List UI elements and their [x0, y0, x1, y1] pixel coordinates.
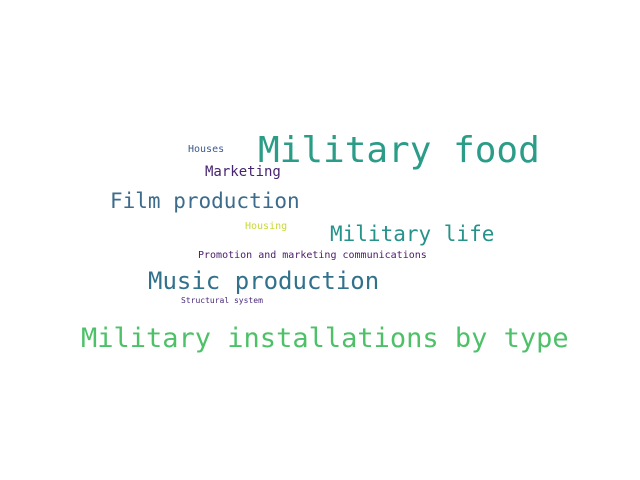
- word-military-food: Military food: [258, 130, 540, 171]
- word-housing: Housing: [245, 221, 288, 232]
- word-houses: Houses: [188, 144, 225, 155]
- word-structural-system: Structural system: [181, 296, 263, 305]
- word-military-life: Military life: [330, 222, 495, 246]
- word-film-production: Film production: [110, 189, 300, 213]
- word-marketing: Marketing: [205, 164, 281, 180]
- word-military-installations-by-type: Military installations by type: [81, 323, 569, 354]
- word-promotion-and-marketing-communications: Promotion and marketing communications: [198, 250, 427, 261]
- word-music-production: Music production: [148, 267, 380, 295]
